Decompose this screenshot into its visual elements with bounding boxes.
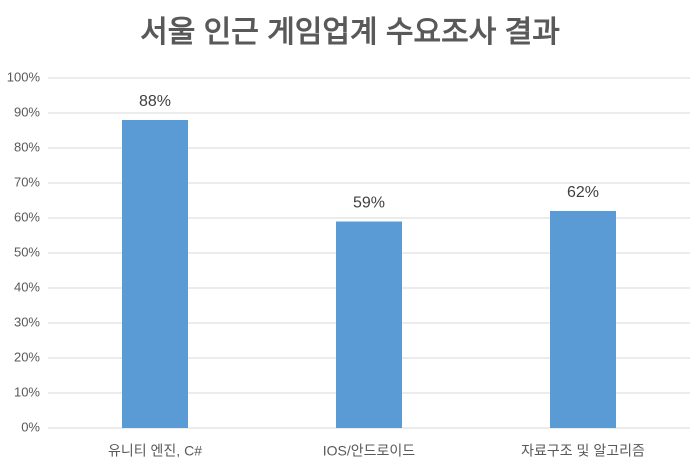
bar: [550, 211, 616, 428]
y-tick-label: 90%: [14, 104, 40, 119]
value-label: 88%: [139, 93, 171, 110]
y-tick-label: 40%: [14, 279, 40, 294]
y-tick-label: 50%: [14, 244, 40, 259]
y-tick-label: 30%: [14, 314, 40, 329]
bar: [336, 221, 402, 428]
y-tick-label: 0%: [21, 419, 40, 434]
chart-title: 서울 인근 게임업계 수요조사 결과: [140, 16, 560, 49]
y-tick-label: 20%: [14, 349, 40, 364]
y-tick-label: 70%: [14, 174, 40, 189]
y-tick-label: 60%: [14, 209, 40, 224]
y-tick-label: 100%: [7, 69, 41, 84]
value-label: 59%: [353, 195, 385, 212]
value-label: 62%: [567, 184, 599, 201]
x-tick-label: 유니티 엔진, C#: [108, 443, 202, 459]
x-tick-label: IOS/안드로이드: [323, 443, 416, 459]
y-tick-label: 80%: [14, 139, 40, 154]
bar: [122, 120, 188, 428]
y-tick-label: 10%: [14, 384, 40, 399]
x-tick-label: 자료구조 및 알고리즘: [521, 443, 645, 459]
